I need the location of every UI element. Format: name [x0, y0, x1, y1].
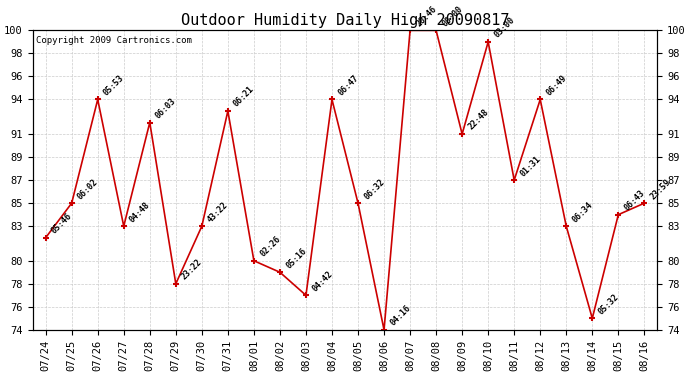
Text: 06:21: 06:21: [232, 85, 256, 109]
Text: 01:31: 01:31: [518, 154, 542, 178]
Text: 05:16: 05:16: [284, 246, 308, 270]
Text: 06:47: 06:47: [336, 73, 360, 98]
Title: Outdoor Humidity Daily High 20090817: Outdoor Humidity Daily High 20090817: [181, 13, 509, 28]
Text: 06:49: 06:49: [544, 73, 569, 98]
Text: 43:22: 43:22: [206, 200, 230, 224]
Text: 06:03: 06:03: [154, 96, 178, 120]
Text: 06:43: 06:43: [622, 189, 647, 213]
Text: 23:22: 23:22: [180, 258, 204, 282]
Text: 04:42: 04:42: [310, 269, 334, 293]
Text: 03:00: 03:00: [493, 16, 516, 40]
Text: 05:53: 05:53: [102, 73, 126, 98]
Text: 22:48: 22:48: [466, 108, 491, 132]
Text: 20:46: 20:46: [414, 4, 438, 28]
Text: 06:02: 06:02: [76, 177, 100, 201]
Text: 02:26: 02:26: [258, 234, 282, 259]
Text: 05:32: 05:32: [596, 292, 620, 316]
Text: 06:32: 06:32: [362, 177, 386, 201]
Text: 23:59: 23:59: [649, 177, 673, 201]
Text: 04:16: 04:16: [388, 304, 412, 328]
Text: 04:48: 04:48: [128, 200, 152, 224]
Text: 06:34: 06:34: [571, 200, 595, 224]
Text: 00:00: 00:00: [440, 4, 464, 28]
Text: 05:46: 05:46: [50, 211, 74, 236]
Text: Copyright 2009 Cartronics.com: Copyright 2009 Cartronics.com: [36, 36, 192, 45]
